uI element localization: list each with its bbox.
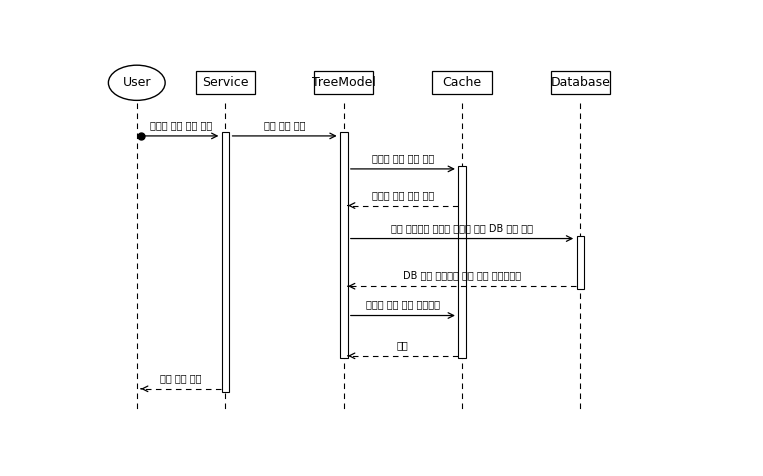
Bar — [433, 71, 491, 94]
Text: Service: Service — [202, 76, 249, 89]
Bar — [314, 71, 373, 94]
Text: 트리 모델에서 오픈된 노드에 대한 DB 변경 검사: 트리 모델에서 오픈된 노드에 대한 DB 변경 검사 — [391, 223, 533, 233]
Text: 트리 모델 조회: 트리 모델 조회 — [264, 120, 305, 130]
Text: 캐시된 트리 모델 조회: 캐시된 트리 모델 조회 — [372, 153, 434, 163]
Bar — [577, 236, 584, 289]
Bar — [551, 71, 610, 94]
Text: 변경된 트리 모델 업데이트: 변경된 트리 모델 업데이트 — [366, 300, 439, 310]
Text: 서비스 계층 모델 조회: 서비스 계층 모델 조회 — [150, 120, 212, 130]
Text: 트리 모델 리턴: 트리 모델 리턴 — [160, 373, 202, 383]
Text: DB 변경 되었다면 트리 모델 업데이트할: DB 변경 되었다면 트리 모델 업데이트할 — [403, 270, 521, 280]
Text: 캐시된 트리 모델 조회: 캐시된 트리 모델 조회 — [372, 190, 434, 200]
Bar — [340, 132, 348, 358]
Text: Database: Database — [550, 76, 610, 89]
Text: TreeModel: TreeModel — [312, 76, 375, 89]
Bar — [458, 166, 466, 358]
Bar — [196, 71, 255, 94]
Text: Cache: Cache — [443, 76, 481, 89]
Bar — [221, 132, 230, 393]
Text: 성공: 성공 — [397, 340, 409, 350]
Text: User: User — [123, 76, 151, 89]
